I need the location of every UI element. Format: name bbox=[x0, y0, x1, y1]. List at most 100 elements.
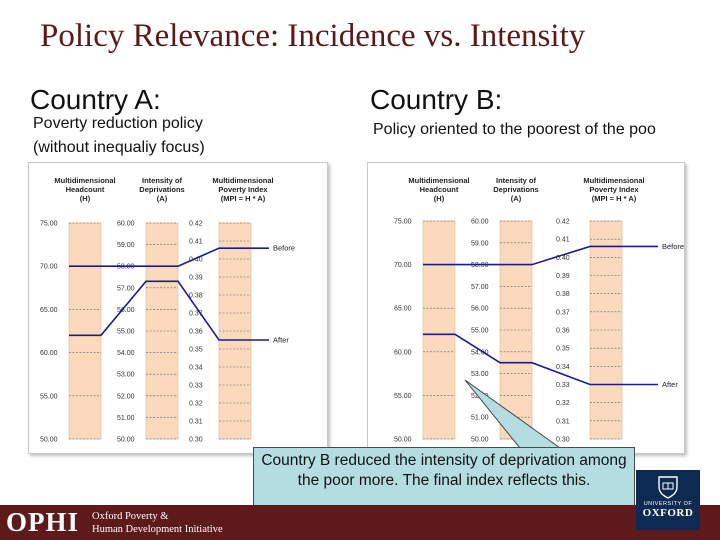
tick-label: 0.31 bbox=[189, 419, 203, 426]
oxford-logo: UNIVERSITY OF OXFORD bbox=[636, 470, 700, 530]
tick-label: 0.42 bbox=[556, 219, 570, 226]
column-header-text: Intensity of bbox=[496, 176, 537, 185]
column-header-text: Multidimensional bbox=[212, 176, 273, 185]
country-a-subtitle-line2: (without inequaliy focus) bbox=[33, 139, 205, 156]
tick-label: 70.00 bbox=[394, 262, 412, 269]
country-a-chart-panel: Multidimensional Headcount (H) 75.00 70.00 65… bbox=[28, 162, 328, 454]
series-line-before bbox=[69, 247, 269, 267]
tick-label: 55.00 bbox=[394, 393, 412, 400]
tick-label: 0.34 bbox=[556, 364, 570, 371]
series-label-before: Before bbox=[273, 244, 295, 253]
tick-label: 50.00 bbox=[117, 437, 135, 444]
tick-label: 65.00 bbox=[394, 306, 412, 313]
tick-label: 59.00 bbox=[117, 242, 135, 249]
tick-label: 52.00 bbox=[471, 393, 489, 400]
tick-label: 51.00 bbox=[117, 415, 135, 422]
column-header-text: (A) bbox=[511, 194, 522, 203]
tick-label: 57.00 bbox=[471, 284, 489, 291]
tick-label: 0.33 bbox=[556, 382, 570, 389]
slide-title: Policy Relevance: Incidence vs. Intensit… bbox=[40, 18, 586, 54]
country-a-subtitle-line1: Poverty reduction policy bbox=[33, 115, 203, 132]
oxford-big-text: OXFORD bbox=[642, 507, 694, 519]
column-header-text: Deprivations bbox=[493, 185, 538, 194]
tick-label: 0.38 bbox=[189, 293, 203, 300]
oxford-small-text: UNIVERSITY OF bbox=[643, 501, 693, 507]
tick-label: 0.30 bbox=[556, 437, 570, 444]
column-bar bbox=[422, 220, 456, 440]
tick-label: 70.00 bbox=[40, 264, 58, 271]
tick-label: 0.35 bbox=[189, 347, 203, 354]
tick-label: 56.00 bbox=[117, 307, 135, 314]
tick-label: 0.32 bbox=[556, 400, 570, 407]
tick-label: 57.00 bbox=[117, 285, 135, 292]
tick-label: 0.36 bbox=[189, 329, 203, 336]
tick-label: 0.39 bbox=[189, 275, 203, 282]
country-a-chart: MultidimensionalHeadcount(H)75.0070.0065… bbox=[40, 176, 295, 444]
column-header-text: Multidimensional bbox=[54, 176, 115, 185]
tick-label: 51.00 bbox=[471, 415, 489, 422]
tick-label: 52.00 bbox=[117, 393, 135, 400]
tick-label: 0.37 bbox=[556, 309, 570, 316]
tick-label: 55.00 bbox=[471, 328, 489, 335]
tick-label: 55.00 bbox=[117, 329, 135, 336]
column-header-text: Poverty Index bbox=[218, 185, 268, 194]
tick-label: 0.42 bbox=[189, 221, 203, 228]
country-b-chart-panel: Multidimensional Headcount (H) 75.00 70.00 65… bbox=[367, 162, 685, 454]
series-label-after: After bbox=[273, 336, 289, 345]
series-label-before: Before bbox=[662, 242, 684, 251]
column-header-text: Deprivations bbox=[139, 185, 184, 194]
tick-label: 0.38 bbox=[556, 291, 570, 298]
tick-label: 60.00 bbox=[471, 219, 489, 226]
oxford-crest-icon bbox=[658, 476, 678, 499]
column-header-text: (H) bbox=[434, 194, 445, 203]
column-header-text: (MPI = H * A) bbox=[592, 194, 637, 203]
tick-label: 50.00 bbox=[40, 437, 58, 444]
column-header-text: Intensity of bbox=[142, 176, 183, 185]
tick-label: 60.00 bbox=[394, 349, 412, 356]
tick-label: 0.30 bbox=[189, 437, 203, 444]
column-bar bbox=[68, 222, 102, 440]
series-line-after bbox=[423, 333, 658, 386]
country-a-heading: Country A: bbox=[30, 84, 161, 115]
column-header-text: (MPI = H * A) bbox=[221, 194, 266, 203]
tick-label: 55.00 bbox=[40, 393, 58, 400]
country-b-heading: Country B: bbox=[370, 84, 503, 115]
tick-label: 75.00 bbox=[394, 219, 412, 226]
column-header-text: Multidimensional bbox=[583, 176, 644, 185]
callout-text: Country B reduced the intensity of depri… bbox=[261, 452, 627, 489]
column-header-text: Headcount bbox=[66, 185, 105, 194]
tick-label: 0.41 bbox=[556, 237, 570, 244]
tick-label: 60.00 bbox=[117, 221, 135, 228]
column-header-text: Headcount bbox=[420, 185, 459, 194]
column-header-text: Poverty Index bbox=[589, 185, 639, 194]
column-header-text: Multidimensional bbox=[408, 176, 469, 185]
tick-label: 53.00 bbox=[117, 372, 135, 379]
series-line-after bbox=[69, 280, 269, 341]
tick-label: 0.41 bbox=[189, 239, 203, 246]
tick-label: 0.37 bbox=[189, 311, 203, 318]
tick-label: 0.39 bbox=[556, 273, 570, 280]
tick-label: 0.34 bbox=[189, 365, 203, 372]
tick-label: 59.00 bbox=[471, 240, 489, 247]
ophi-logo: OPHI bbox=[6, 507, 80, 537]
callout-box: Country B reduced the intensity of depri… bbox=[253, 447, 635, 515]
tick-label: 0.35 bbox=[556, 346, 570, 353]
tick-label: 56.00 bbox=[471, 306, 489, 313]
tick-label: 58.00 bbox=[471, 262, 489, 269]
tick-label: 75.00 bbox=[40, 221, 58, 228]
tick-label: 60.00 bbox=[40, 350, 58, 357]
country-b-subtitle: Policy oriented to the poorest of the po… bbox=[373, 121, 656, 138]
country-b-chart: MultidimensionalHeadcount(H)75.0070.0065… bbox=[394, 176, 684, 444]
tick-label: 50.00 bbox=[471, 437, 489, 444]
tick-label: 0.36 bbox=[556, 328, 570, 335]
tick-label: 0.40 bbox=[189, 257, 203, 264]
footer-bar bbox=[0, 505, 720, 540]
tick-label: 50.00 bbox=[394, 437, 412, 444]
tick-label: 0.31 bbox=[556, 418, 570, 425]
tick-label: 0.40 bbox=[556, 255, 570, 262]
tick-label: 54.00 bbox=[471, 349, 489, 356]
tick-label: 65.00 bbox=[40, 307, 58, 314]
tick-label: 54.00 bbox=[117, 350, 135, 357]
column-header-text: (A) bbox=[157, 194, 168, 203]
column-header-text: (H) bbox=[80, 194, 91, 203]
